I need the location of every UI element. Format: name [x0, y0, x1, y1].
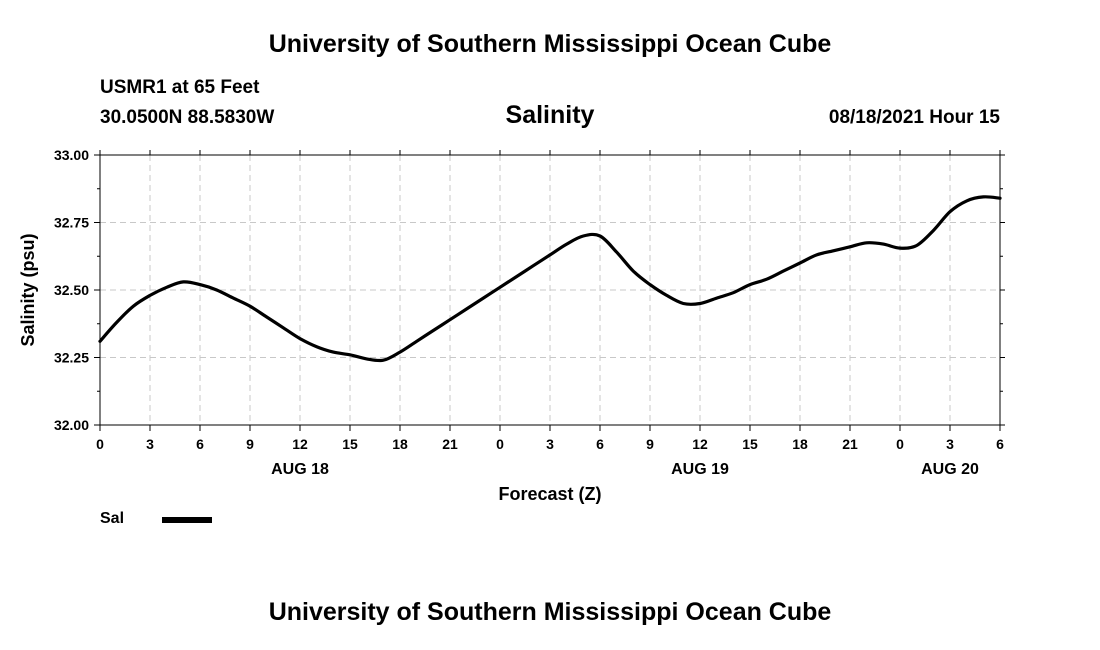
chart-series: [98, 195, 1002, 363]
station-coordinates: 30.0500N 88.5830W: [100, 107, 275, 128]
y-tick-label: 32.00: [54, 417, 89, 433]
x-tick-label: 3: [146, 436, 154, 452]
y-tick-label: 32.75: [54, 215, 89, 231]
x-tick-label: 18: [392, 436, 408, 452]
forecast-timestamp: 08/18/2021 Hour 15: [828, 107, 1000, 128]
x-tick-label: 0: [96, 436, 104, 452]
x-tick-label: 3: [546, 436, 554, 452]
x-tick-label: 0: [496, 436, 504, 452]
legend-label: Sal: [100, 510, 125, 527]
x-day-label: AUG 20: [921, 461, 979, 478]
x-tick-label: 15: [342, 436, 358, 452]
chart-ticks: [94, 150, 1005, 431]
legend-line-swatch: [162, 517, 212, 523]
y-tick-label: 33.00: [54, 147, 89, 163]
x-day-label: AUG 18: [271, 461, 329, 478]
x-tick-label: 9: [246, 436, 254, 452]
x-tick-label: 3: [946, 436, 954, 452]
footer-title: University of Southern Mississippi Ocean…: [268, 598, 832, 626]
x-tick-label: 21: [842, 436, 858, 452]
station-label: USMR1 at 65 Feet: [100, 77, 260, 98]
x-tick-label: 9: [646, 436, 654, 452]
series-line-salinity: [98, 195, 1002, 363]
y-axis-label: Salinity (psu): [18, 233, 38, 346]
x-tick-label: 21: [442, 436, 458, 452]
x-tick-label: 12: [692, 436, 708, 452]
x-day-label: AUG 19: [671, 461, 729, 478]
y-tick-label: 32.50: [54, 282, 89, 298]
x-tick-label: 15: [742, 436, 758, 452]
x-tick-label: 0: [896, 436, 904, 452]
y-tick-label: 32.25: [54, 350, 89, 366]
x-tick-label: 6: [596, 436, 604, 452]
chart-tick-labels: 0 3 6 9 12 15 18 21 0 3 6 9 12 15 18 21 0 3 6 AUG 18 AUG 19 A…: [54, 147, 1004, 478]
chart-title: Salinity: [505, 101, 595, 129]
x-tick-label: 18: [792, 436, 808, 452]
x-tick-label: 6: [996, 436, 1004, 452]
chart-grid: [100, 155, 1000, 425]
page-title: University of Southern Mississippi Ocean…: [268, 30, 832, 58]
x-tick-label: 6: [196, 436, 204, 452]
plot-frame: [99, 154, 1001, 426]
x-tick-label: 12: [292, 436, 308, 452]
x-axis-label: Forecast (Z): [498, 484, 601, 504]
